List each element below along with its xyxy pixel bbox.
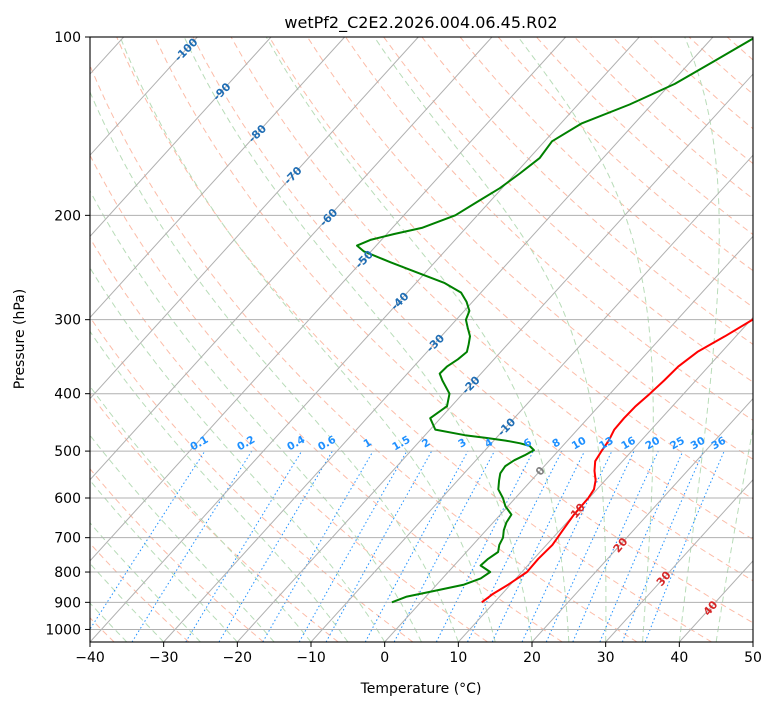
- x-axis-label: Temperature (°C): [360, 681, 482, 697]
- x-tick-label: −40: [75, 650, 105, 666]
- y-tick-label: 900: [54, 595, 81, 611]
- y-tick-label: 700: [54, 531, 81, 547]
- x-tick-label: −10: [296, 650, 326, 666]
- x-tick-label: 20: [523, 650, 541, 666]
- y-tick-label: 600: [54, 491, 81, 507]
- x-tick-label: 50: [744, 650, 762, 666]
- x-tick-label: 0: [380, 650, 389, 666]
- chart-title: wetPf2_C2E2.2026.004.06.45.R02: [284, 13, 557, 33]
- y-tick-label: 500: [54, 444, 81, 460]
- y-axis-label: Pressure (hPa): [12, 289, 28, 389]
- y-tick-label: 300: [54, 313, 81, 329]
- y-tick-label: 100: [54, 30, 81, 46]
- x-tick-label: −20: [223, 650, 253, 666]
- x-tick-label: 40: [670, 650, 688, 666]
- y-tick-label: 200: [54, 208, 81, 224]
- x-tick-label: 30: [597, 650, 615, 666]
- x-tick-label: 10: [449, 650, 467, 666]
- y-tick-label: 400: [54, 387, 81, 403]
- x-tick-label: −30: [149, 650, 179, 666]
- y-tick-label: 1000: [45, 622, 81, 638]
- y-tick-label: 800: [54, 565, 81, 581]
